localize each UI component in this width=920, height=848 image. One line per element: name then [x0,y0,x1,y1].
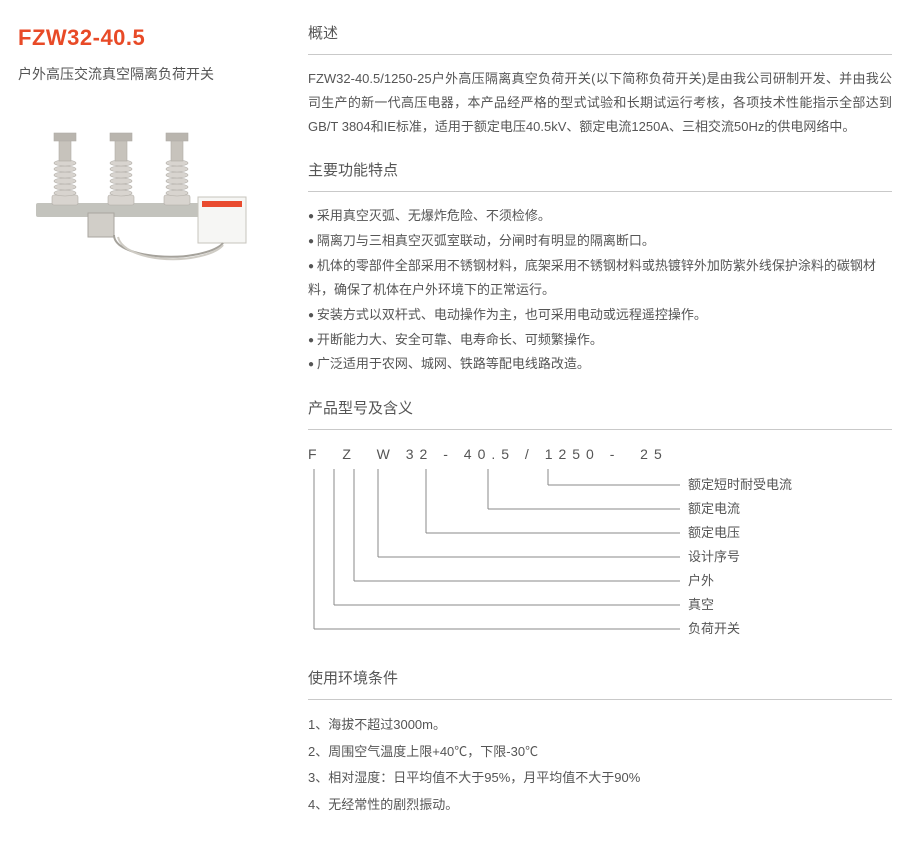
feature-item: 采用真空灭弧、无爆炸危险、不须检修。 [308,204,892,229]
features-list: 采用真空灭弧、无爆炸危险、不须检修。隔离刀与三相真空灭弧室联动，分闸时有明显的隔… [308,204,892,377]
env-item: 2、周围空气温度上限+40℃，下限-30℃ [308,739,892,766]
model-bracket-svg: 负荷开关 真空 户外 设计序号 额定电压 额定电流 额定短时耐受电流 [308,469,878,647]
section-title-model: 产品型号及含义 [308,395,892,430]
model-string: F Z W 32 - 40.5 / 1250 - 25 [308,442,892,467]
section-title-env: 使用环境条件 [308,665,892,700]
env-item: 4、无经常性的剧烈振动。 [308,792,892,819]
model-label: 设计序号 [688,549,740,564]
left-column: FZW32-40.5 户外高压交流真空隔离负荷开关 [18,18,280,848]
model-diagram: F Z W 32 - 40.5 / 1250 - 25 负荷开关 真空 户外 设计序号… [308,442,892,647]
model-label: 额定电压 [688,525,740,540]
feature-item: 隔离刀与三相真空灭弧室联动，分闸时有明显的隔离断口。 [308,229,892,254]
product-subtitle: 户外高压交流真空隔离负荷开关 [18,62,280,87]
model-label: 额定电流 [688,501,740,516]
feature-item: 广泛适用于农网、城网、铁路等配电线路改造。 [308,352,892,377]
right-column: 概述 FZW32-40.5/1250-25户外高压隔离真空负荷开关(以下简称负荷… [280,18,892,848]
feature-item: 机体的零部件全部采用不锈钢材料，底架采用不锈钢材料或热镀锌外加防紫外线保护涂料的… [308,254,892,303]
model-label: 额定短时耐受电流 [688,477,792,492]
env-item: 3、相对湿度：日平均值不大于95%，月平均值不大于90% [308,765,892,792]
overview-body: FZW32-40.5/1250-25户外高压隔离真空负荷开关(以下简称负荷开关)… [308,67,892,139]
model-label: 负荷开关 [688,621,740,636]
env-item: 1、海拔不超过3000m。 [308,712,892,739]
feature-item: 安装方式以双杆式、电动操作为主，也可采用电动或远程遥控操作。 [308,303,892,328]
product-image [18,105,268,275]
section-title-features: 主要功能特点 [308,157,892,192]
env-list: 1、海拔不超过3000m。2、周围空气温度上限+40℃，下限-30℃3、相对湿度… [308,712,892,819]
model-label: 户外 [688,573,714,588]
section-title-overview: 概述 [308,20,892,55]
model-label: 真空 [688,597,714,612]
product-code: FZW32-40.5 [18,18,280,58]
feature-item: 开断能力大、安全可靠、电寿命长、可频繁操作。 [308,328,892,353]
